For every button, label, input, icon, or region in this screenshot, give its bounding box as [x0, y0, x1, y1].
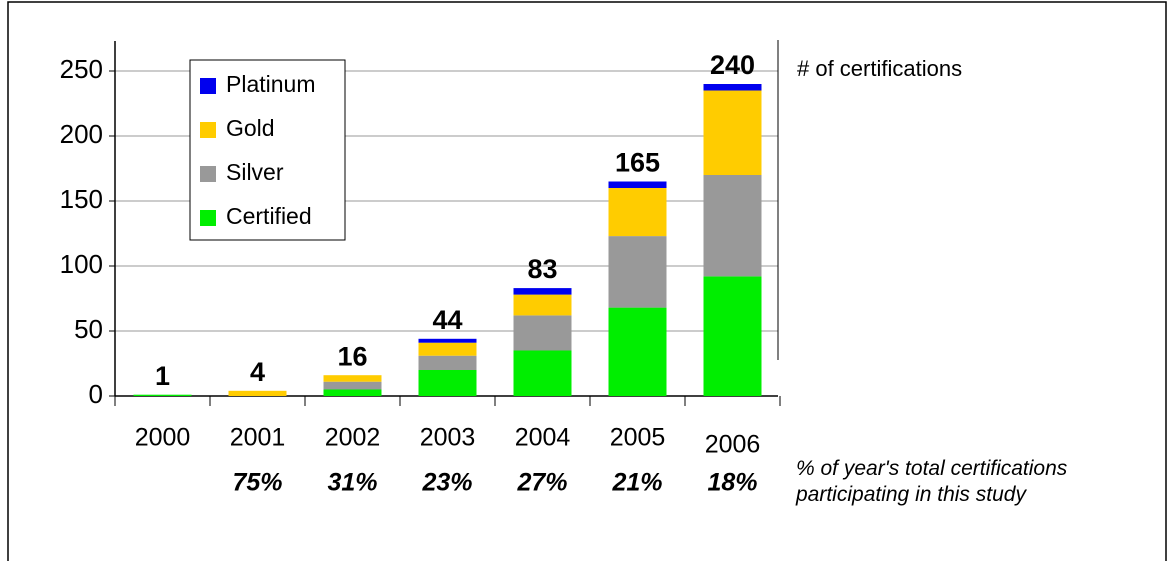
participation-label: 31%	[327, 469, 377, 497]
bar-segment	[608, 236, 667, 308]
participation-note: % of year's total certifications partici…	[796, 457, 1068, 506]
bar-segment	[323, 381, 382, 390]
bar-segment	[228, 390, 287, 396]
participation-label: 21%	[611, 469, 662, 497]
bar-segment	[323, 389, 382, 396]
y-tick-label: 150	[60, 184, 103, 214]
legend-swatch	[200, 122, 216, 138]
total-label: 1	[155, 361, 170, 391]
bar-segment	[418, 355, 477, 370]
bar-segment	[133, 394, 192, 396]
bar-segment	[418, 370, 477, 396]
x-tick-label: 2001	[230, 424, 286, 452]
participation-label: 75%	[232, 469, 282, 497]
x-tick-label: 2004	[515, 424, 571, 452]
bar-segment	[513, 350, 572, 396]
participation-label: 23%	[421, 469, 472, 497]
legend-label: Certified	[226, 203, 312, 229]
bar-segment	[608, 181, 667, 188]
bar-segment	[323, 375, 382, 382]
bar-segment	[608, 188, 667, 237]
x-tick-label: 2000	[135, 424, 191, 452]
total-label: 240	[710, 50, 755, 80]
bar-segment	[703, 175, 762, 277]
bar-segment	[703, 84, 762, 91]
total-label: 83	[527, 254, 557, 284]
total-label: 165	[615, 148, 660, 178]
total-label: 16	[337, 341, 367, 371]
legend-swatch	[200, 78, 216, 94]
legend-label: Gold	[226, 115, 275, 141]
total-label: 4	[250, 357, 265, 387]
participation-label: 27%	[516, 469, 567, 497]
legend-label: Platinum	[226, 71, 315, 97]
legend-label: Silver	[226, 159, 284, 185]
x-tick-label: 2006	[705, 431, 761, 459]
y-tick-label: 250	[60, 54, 103, 84]
x-tick-label: 2005	[610, 424, 666, 452]
y-tick-label: 50	[74, 314, 103, 344]
x-tick-label: 2003	[420, 424, 476, 452]
y-tick-label: 100	[60, 249, 103, 279]
bar-segment	[703, 276, 762, 396]
y-tick-label: 0	[89, 379, 103, 409]
bar-segment	[513, 294, 572, 316]
bar-segment	[418, 338, 477, 343]
total-label: 44	[432, 305, 462, 335]
legend-swatch	[200, 210, 216, 226]
bar-segment	[513, 315, 572, 351]
x-tick-label: 2002	[325, 424, 381, 452]
bar-segment	[418, 342, 477, 356]
bar-segment	[513, 288, 572, 295]
bar-segment	[608, 307, 667, 396]
y-axis-note: # of certifications	[797, 56, 962, 81]
bar-segment	[703, 90, 762, 175]
frame	[7, 1, 1167, 561]
participation-label: 18%	[707, 469, 757, 497]
y-tick-label: 200	[60, 119, 103, 149]
legend-swatch	[200, 166, 216, 182]
